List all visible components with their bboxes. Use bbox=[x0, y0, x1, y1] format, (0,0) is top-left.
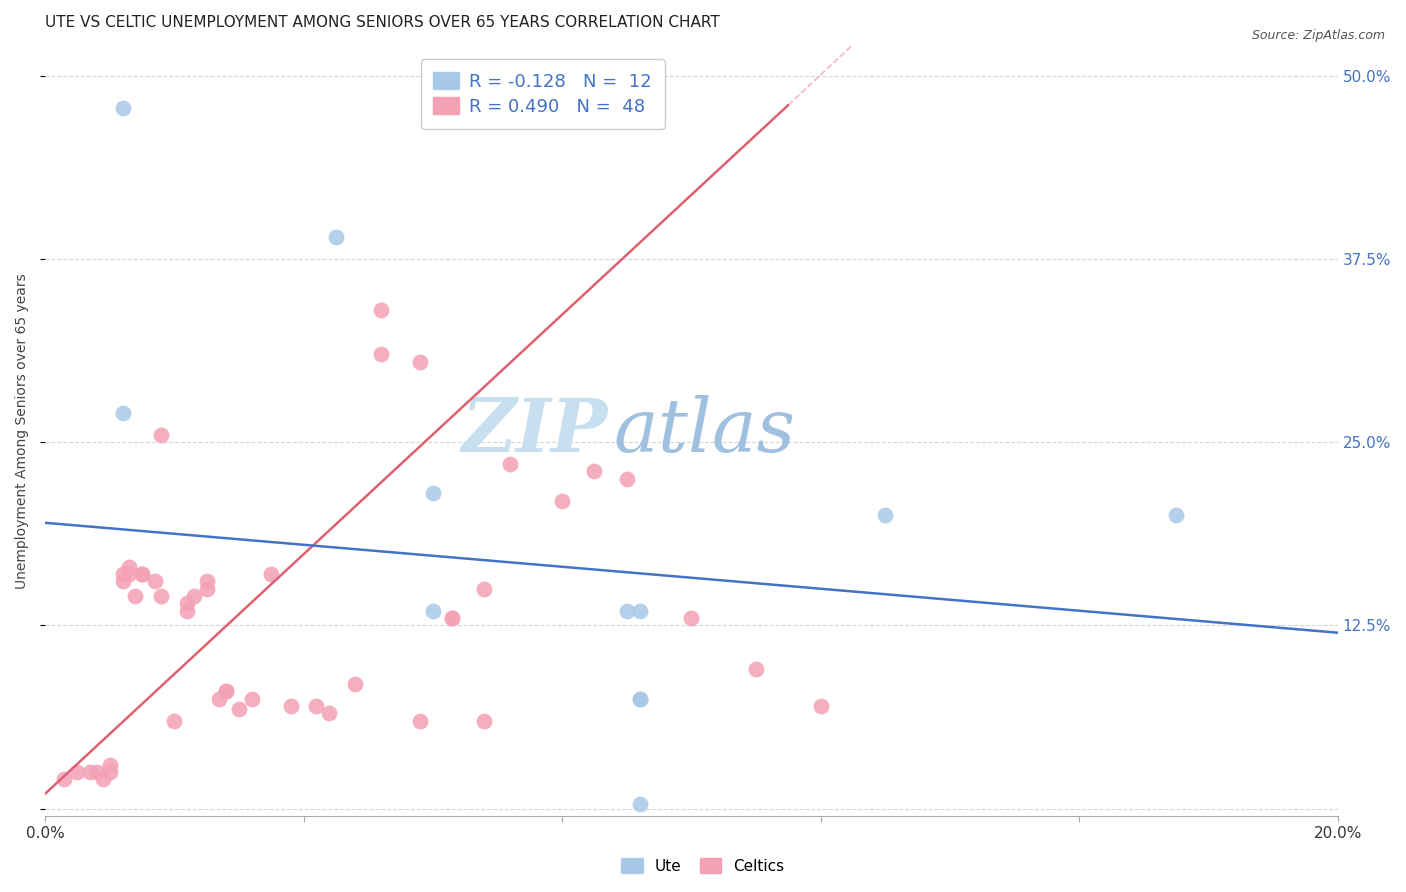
Point bbox=[318, 706, 340, 721]
Point bbox=[150, 427, 173, 442]
Point bbox=[208, 691, 231, 706]
Point bbox=[499, 457, 522, 471]
Point bbox=[111, 101, 134, 115]
Point bbox=[228, 702, 250, 716]
Point bbox=[98, 757, 121, 772]
Point bbox=[616, 604, 638, 618]
Point bbox=[441, 611, 464, 625]
Point bbox=[111, 574, 134, 589]
Point bbox=[118, 567, 141, 582]
Point bbox=[124, 589, 146, 603]
Point bbox=[422, 604, 444, 618]
Point bbox=[628, 797, 651, 812]
Text: Source: ZipAtlas.com: Source: ZipAtlas.com bbox=[1251, 29, 1385, 42]
Point bbox=[474, 582, 496, 596]
Point bbox=[260, 567, 283, 582]
Point bbox=[551, 493, 574, 508]
Point bbox=[409, 354, 432, 368]
Point bbox=[118, 559, 141, 574]
Y-axis label: Unemployment Among Seniors over 65 years: Unemployment Among Seniors over 65 years bbox=[15, 273, 30, 589]
Point bbox=[370, 303, 392, 318]
Point bbox=[628, 604, 651, 618]
Text: atlas: atlas bbox=[614, 395, 796, 467]
Point bbox=[280, 698, 302, 713]
Point bbox=[370, 347, 392, 361]
Point bbox=[628, 691, 651, 706]
Point bbox=[111, 406, 134, 420]
Point bbox=[131, 567, 153, 582]
Point bbox=[422, 486, 444, 500]
Point bbox=[176, 596, 198, 610]
Point bbox=[325, 230, 347, 244]
Point bbox=[79, 764, 101, 779]
Point bbox=[583, 465, 606, 479]
Point bbox=[66, 764, 89, 779]
Point bbox=[91, 772, 114, 787]
Point bbox=[240, 691, 263, 706]
Point bbox=[143, 574, 166, 589]
Point bbox=[195, 574, 218, 589]
Legend: R = -0.128   N =  12, R = 0.490   N =  48: R = -0.128 N = 12, R = 0.490 N = 48 bbox=[420, 60, 665, 128]
Point bbox=[195, 582, 218, 596]
Point bbox=[1164, 508, 1187, 523]
Point bbox=[681, 611, 703, 625]
Text: ZIP: ZIP bbox=[461, 395, 607, 467]
Text: UTE VS CELTIC UNEMPLOYMENT AMONG SENIORS OVER 65 YEARS CORRELATION CHART: UTE VS CELTIC UNEMPLOYMENT AMONG SENIORS… bbox=[45, 15, 720, 30]
Point bbox=[86, 764, 108, 779]
Point bbox=[215, 684, 238, 698]
Point bbox=[163, 714, 186, 728]
Point bbox=[745, 662, 768, 676]
Point bbox=[183, 589, 205, 603]
Point bbox=[441, 611, 464, 625]
Point bbox=[474, 714, 496, 728]
Point bbox=[305, 698, 328, 713]
Point bbox=[98, 764, 121, 779]
Point bbox=[344, 677, 367, 691]
Point bbox=[131, 567, 153, 582]
Legend: Ute, Celtics: Ute, Celtics bbox=[616, 852, 790, 880]
Point bbox=[810, 698, 832, 713]
Point bbox=[409, 714, 432, 728]
Point bbox=[616, 472, 638, 486]
Point bbox=[215, 684, 238, 698]
Point bbox=[111, 567, 134, 582]
Point bbox=[176, 604, 198, 618]
Point bbox=[628, 691, 651, 706]
Point bbox=[150, 589, 173, 603]
Point bbox=[875, 508, 897, 523]
Point bbox=[53, 772, 76, 787]
